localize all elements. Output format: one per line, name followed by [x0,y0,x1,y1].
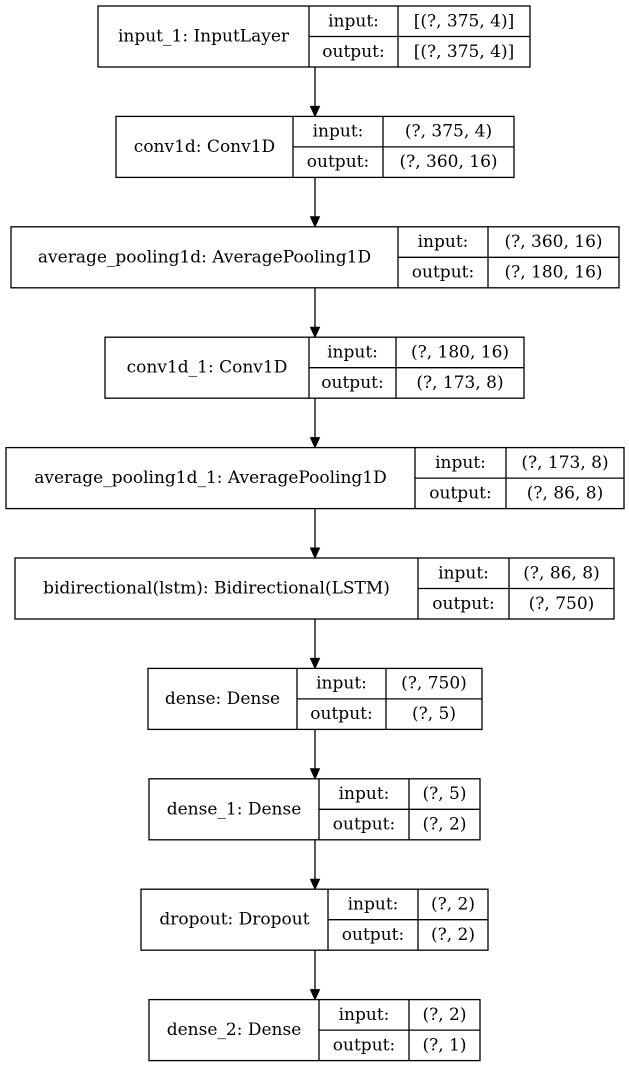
output-port-label: output: [412,263,474,283]
input-port-label: input: [339,1005,390,1025]
layer-node: dropout: Dropout input: output: (?, 2) (?, 2… [140,888,489,951]
input-shape: (?, 86, 8) [523,563,599,583]
output-shape: (?, 5) [412,704,456,724]
input-port-label: input: [339,784,390,804]
output-shape: (?, 2) [431,925,475,945]
edge-arrow [309,67,321,118]
arrowhead-icon [309,768,321,781]
output-shape: (?, 1) [422,1035,466,1055]
arrowhead-icon [309,989,321,1001]
layer-name: average_pooling1d_1: AveragePooling1D [34,468,387,488]
layer-name: average_pooling1d: AveragePooling1D [38,247,371,267]
input-port-label: input: [328,11,379,31]
input-shape: [(?, 375, 4)] [414,11,515,31]
input-shape: (?, 360, 16) [504,232,602,252]
arrowhead-icon [309,547,321,560]
layer-name: dense_1: Dense [167,799,302,819]
output-port-label: output: [322,42,384,62]
output-port-label: output: [333,1035,395,1055]
output-shape: (?, 173, 8) [416,373,503,393]
input-port-label: input: [435,453,486,473]
input-shape: (?, 180, 16) [411,342,509,362]
output-port-label: output: [310,704,372,724]
output-port-label: output: [321,373,383,393]
edge-arrow [309,950,321,1001]
layer-name: conv1d_1: Conv1D [127,358,288,378]
output-port-label: output: [342,925,404,945]
input-shape: (?, 2) [422,1005,466,1025]
layer-node: dense: Dense input: output: (?, 750) (?, 5) [147,667,483,731]
input-port-label: input: [313,122,364,142]
layer-name: dropout: Dropout [159,910,309,930]
edge-arrow [309,398,321,449]
edge-arrow [309,508,321,560]
layer-name: conv1d: Conv1D [134,137,275,157]
output-port-label: output: [333,815,395,835]
input-port-label: input: [418,232,469,252]
layer-node: conv1d: Conv1D input: output: (?, 375, 4) (?… [115,115,515,179]
layer-name: input_1: InputLayer [118,27,290,47]
input-port-label: input: [438,563,489,583]
output-shape: (?, 2) [422,815,466,835]
output-shape: (?, 86, 8) [527,483,603,503]
input-shape: (?, 375, 4) [405,122,492,142]
layer-node: dense_1: Dense input: output: (?, 5) (?, 2) [148,778,481,841]
layer-node: average_pooling1d: AveragePooling1D input… [10,226,620,289]
arrowhead-icon [309,326,321,339]
input-shape: (?, 173, 8) [521,453,608,473]
input-shape: (?, 750) [401,674,467,694]
layer-node: bidirectional(lstm): Bidirectional(LSTM)… [14,557,615,620]
layer-name: dense: Dense [165,689,280,709]
layer-node: average_pooling1d_1: AveragePooling1D inp… [5,446,625,510]
edge-arrow [309,619,321,670]
output-port-label: output: [432,594,494,614]
input-port-label: input: [327,342,378,362]
output-shape: [(?, 375, 4)] [414,42,515,62]
layer-node: dense_2: Dense input: output: (?, 2) (?, 1) [148,998,481,1062]
arrowhead-icon [309,437,321,449]
layer-node: conv1d_1: Conv1D input: output: (?, 180, 16… [104,336,525,399]
edge-arrow [309,729,321,781]
layer-name: dense_2: Dense [167,1020,302,1040]
arrowhead-icon [309,216,321,229]
input-port-label: input: [316,674,367,694]
layer-name: bidirectional(lstm): Bidirectional(LSTM) [43,579,390,599]
edge-arrow [309,177,321,229]
edge-arrow [309,287,321,339]
arrowhead-icon [309,657,321,670]
arrowhead-icon [309,105,321,118]
output-shape: (?, 180, 16) [504,263,602,283]
input-shape: (?, 2) [431,894,475,914]
output-shape: (?, 360, 16) [399,152,497,172]
edge-arrow [309,839,321,891]
layer-node: input_1: InputLayer input: output: [(?, 375… [97,5,531,68]
input-port-label: input: [348,894,399,914]
output-shape: (?, 750) [529,594,595,614]
input-shape: (?, 5) [422,784,466,804]
output-port-label: output: [429,483,491,503]
arrowhead-icon [309,878,321,891]
output-port-label: output: [307,152,369,172]
